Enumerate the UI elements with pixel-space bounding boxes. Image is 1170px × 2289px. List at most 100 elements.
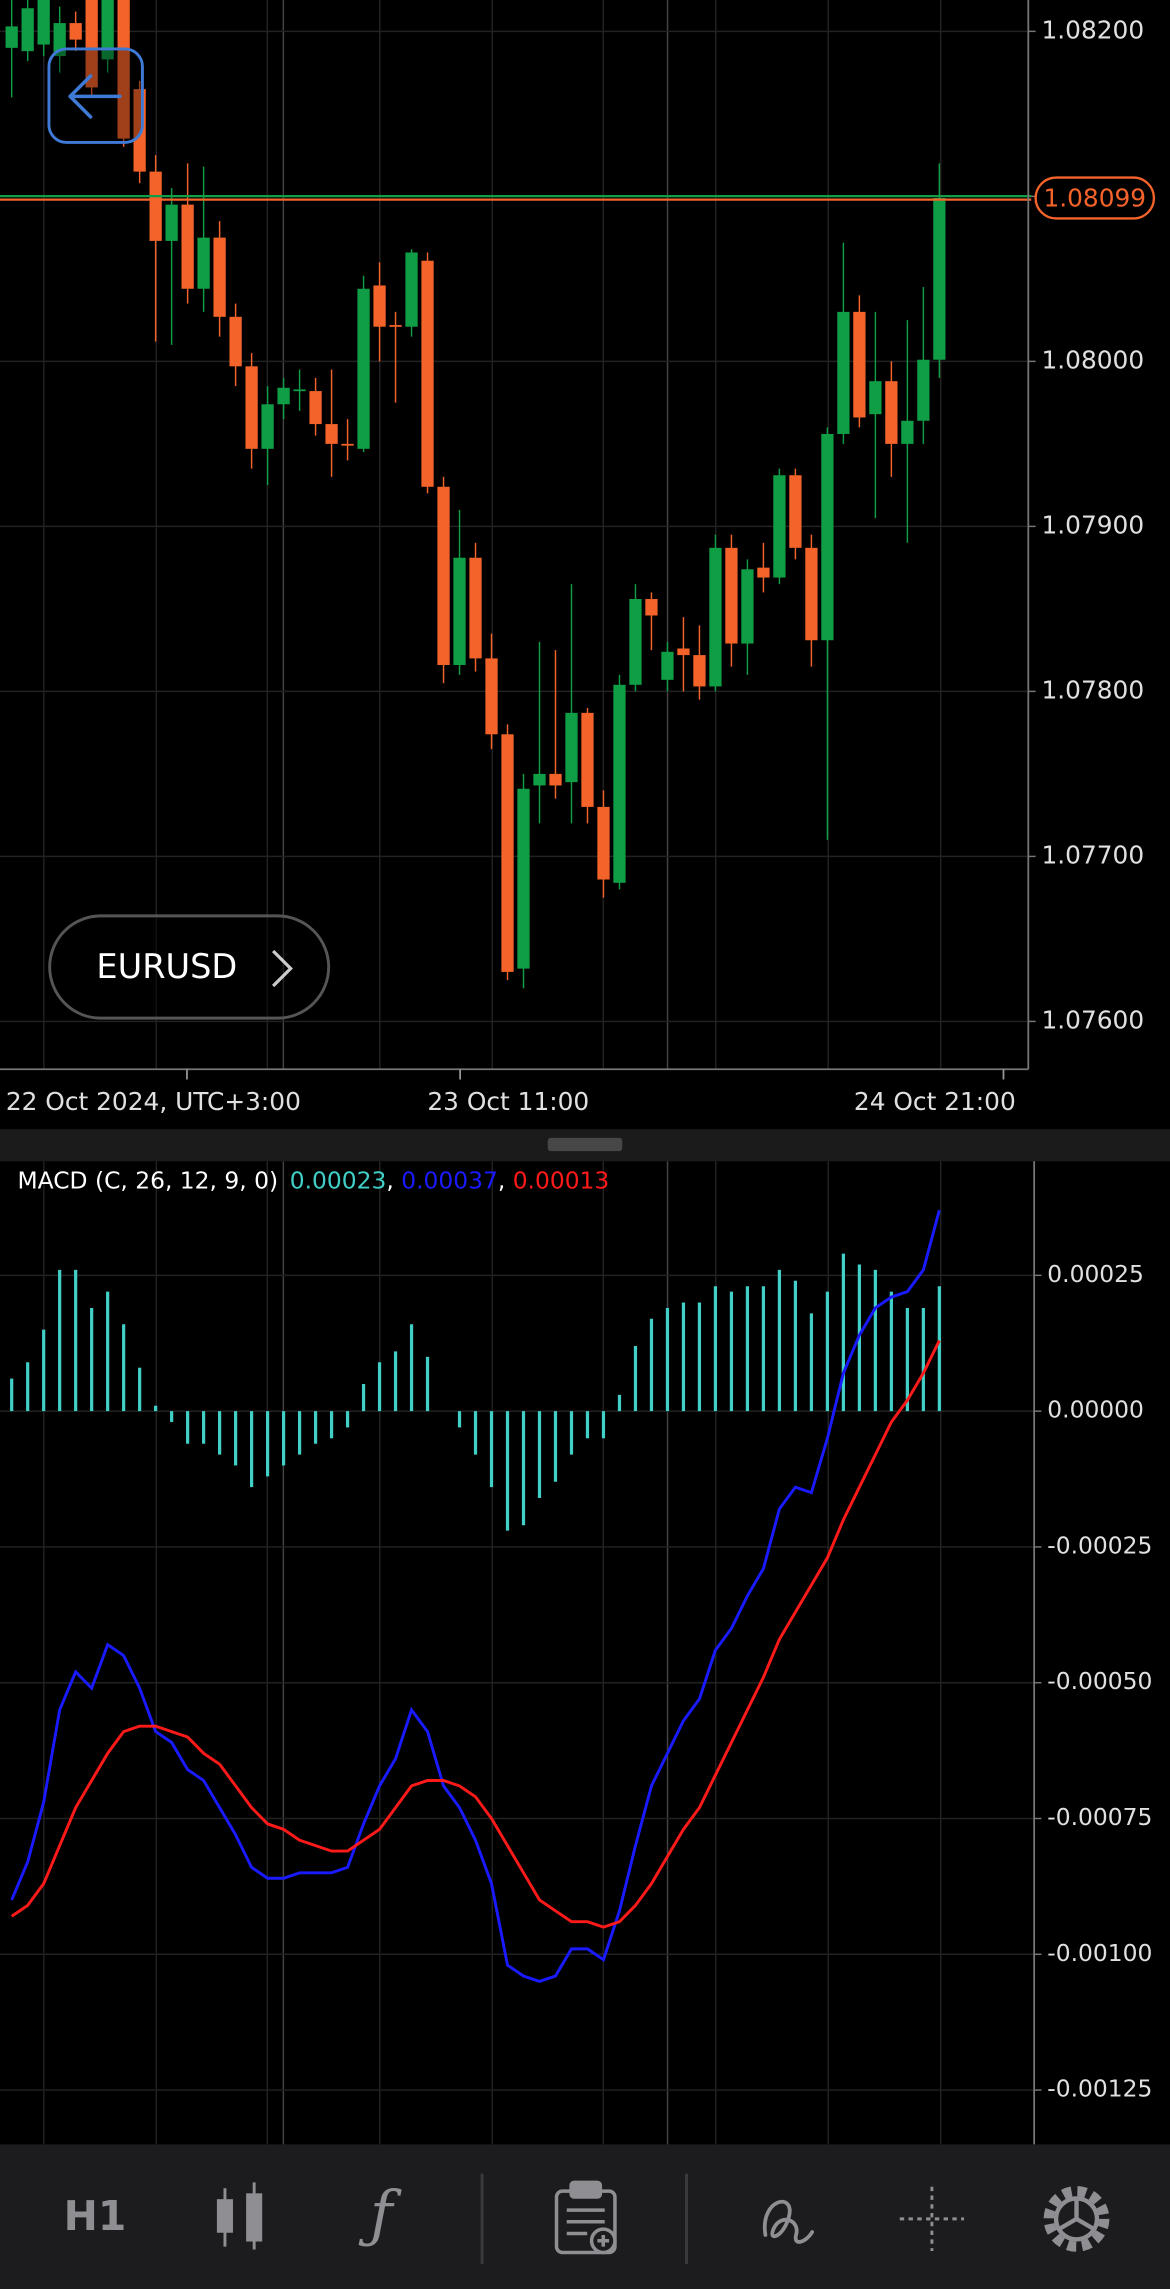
candle-body — [101, 0, 114, 60]
symbol-button[interactable]: EURUSD — [48, 914, 331, 1020]
macd-tick-label: 0.00025 — [1047, 1260, 1144, 1288]
macd-tick-label: -0.00075 — [1047, 1803, 1152, 1831]
candle-body — [549, 773, 562, 786]
icon-part — [566, 2208, 605, 2236]
legend-part: 0.00013 — [513, 1166, 610, 1194]
price-tick-label: 1.08000 — [1041, 345, 1144, 374]
candle-body — [533, 773, 546, 786]
time-label: 23 Oct 11:00 — [427, 1087, 589, 1116]
candle-body — [805, 547, 818, 641]
chart-type-button[interactable] — [216, 2182, 263, 2250]
candle-body — [757, 567, 770, 578]
icon-part — [1043, 2186, 1110, 2252]
price-tick-label: 1.07600 — [1041, 1005, 1144, 1034]
candle-body — [901, 420, 914, 444]
candle-body — [645, 598, 658, 616]
legend-part: , — [498, 1166, 513, 1194]
candle-body — [581, 712, 594, 807]
candle-body — [725, 547, 738, 644]
macd-plot — [10, 1209, 941, 1983]
time-label: 22 Oct 2024, UTC+3:00 — [6, 1087, 301, 1116]
icon-part — [1057, 2198, 1096, 2232]
candle-body — [309, 391, 322, 425]
candle-body — [293, 389, 306, 392]
candle-body — [421, 260, 434, 487]
candle-body — [565, 712, 578, 783]
price-plot — [5, 0, 946, 989]
icon-part — [246, 2193, 263, 2242]
candle-body — [21, 8, 34, 52]
timeframe-button[interactable]: H1 — [64, 2192, 127, 2240]
macd-legend: MACD (C, 26, 12, 9, 0) 0.00023, 0.00037, … — [18, 1166, 610, 1194]
legend-part: 0.00023 — [290, 1166, 387, 1194]
icon-part — [216, 2199, 233, 2233]
candle-body — [613, 684, 626, 883]
candle-body — [501, 734, 514, 972]
candle-body — [773, 475, 786, 578]
symbol-button-frame[interactable] — [48, 914, 331, 1020]
candle-body — [853, 311, 866, 418]
price-tick-label: 1.07700 — [1041, 840, 1144, 869]
price-badge-label: 1.08099 — [1043, 183, 1146, 212]
candle-body — [933, 198, 946, 360]
candle-body — [453, 557, 466, 665]
candle-body — [181, 204, 194, 289]
candle-body — [517, 788, 530, 969]
labels-layer: 1.082001.081001.080001.079001.078001.077… — [0, 15, 1156, 2103]
candle-body — [677, 648, 690, 656]
candle-body — [245, 366, 258, 449]
candle-body — [629, 598, 642, 685]
candle-body — [821, 433, 834, 641]
candle-body — [597, 806, 610, 880]
symbol-label[interactable]: EURUSD — [96, 947, 237, 986]
time-label: 24 Oct 21:00 — [854, 1087, 1016, 1116]
price-tick-label: 1.07900 — [1041, 510, 1144, 539]
macd-line — [10, 1339, 941, 1929]
candle-body — [837, 311, 850, 434]
toolbar — [0, 2144, 1170, 2289]
candle-body — [277, 387, 290, 405]
candle-body — [693, 655, 706, 687]
candle-body — [661, 651, 674, 680]
candle-body — [117, 0, 130, 139]
candle-body — [85, 0, 98, 88]
settings-button[interactable] — [1043, 2186, 1110, 2252]
candle-body — [485, 658, 498, 735]
macd-tick-label: -0.00100 — [1047, 1939, 1152, 1967]
price-tick-label: 1.08200 — [1041, 15, 1144, 44]
macd-tick-label: -0.00025 — [1047, 1531, 1152, 1559]
legend-part: MACD (C, 26, 12, 9, 0) — [18, 1166, 279, 1194]
orders-button[interactable] — [554, 2180, 617, 2255]
drawing-tools-button[interactable] — [762, 2199, 815, 2244]
candle-body — [437, 486, 450, 665]
legend-part: 0.00037 — [401, 1166, 498, 1194]
resize-handle[interactable] — [547, 1137, 623, 1152]
candle-body — [69, 23, 82, 40]
macd-tick-label: -0.00125 — [1047, 2075, 1152, 2103]
back-button[interactable] — [47, 47, 144, 144]
back-arrow-icon — [68, 74, 122, 119]
candle-body — [37, 0, 50, 45]
candle-body — [869, 381, 882, 415]
crosshair-button[interactable] — [899, 2186, 965, 2252]
price-tick-label: 1.07800 — [1041, 675, 1144, 704]
candle-body — [373, 285, 386, 327]
macd-tick-label: 0.00000 — [1047, 1396, 1144, 1424]
candle-body — [213, 237, 226, 317]
candle-body — [165, 204, 178, 241]
candle-body — [885, 381, 898, 444]
candle-body — [405, 252, 418, 327]
candle-body — [709, 547, 722, 687]
candle-body — [325, 424, 338, 444]
candle-body — [229, 316, 242, 367]
candle-body — [389, 325, 402, 327]
candle-body — [789, 475, 802, 548]
price-badge — [1034, 176, 1156, 220]
chevron-icon — [272, 949, 293, 988]
candle-body — [917, 359, 930, 421]
macd-line — [10, 1209, 941, 1983]
icon-part — [597, 2234, 610, 2247]
candle-body — [261, 404, 274, 449]
